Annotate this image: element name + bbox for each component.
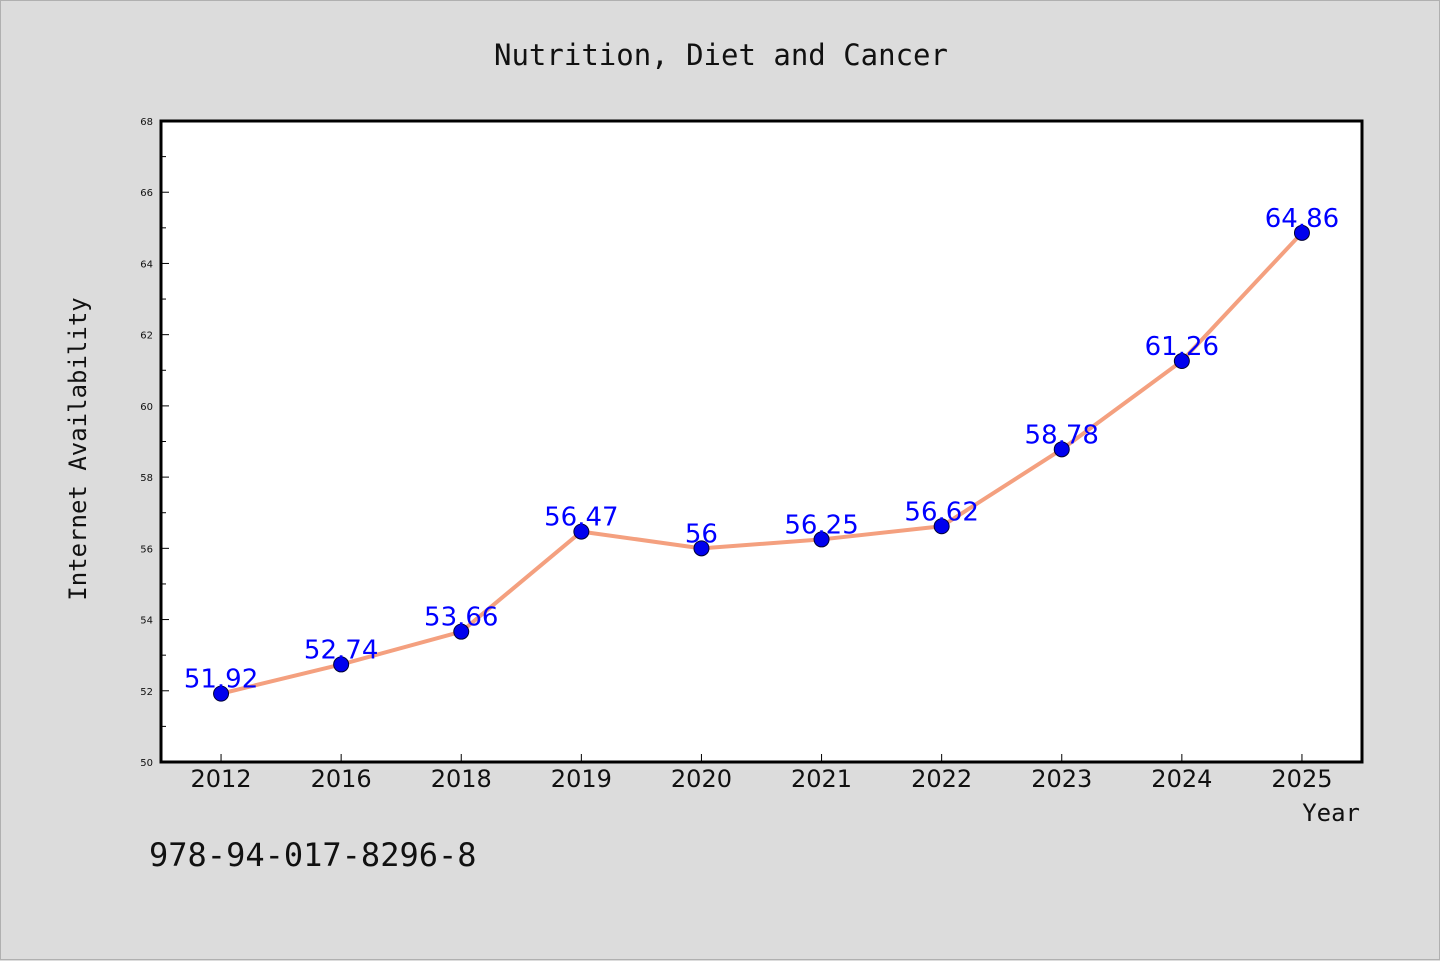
data-point-marker	[333, 656, 350, 673]
series-line-group	[213, 224, 1310, 702]
x-axis: 2012 2016 2018 2019 2020 2021 2022 2023 2024 2025	[191, 754, 1332, 793]
x-axis-label: Year	[1302, 799, 1360, 827]
y-tick-label: 68	[140, 117, 153, 128]
data-point-marker	[1293, 224, 1310, 241]
data-point-marker	[1173, 353, 1190, 370]
data-point-marker	[1053, 441, 1070, 458]
y-tick-label: 62	[140, 331, 153, 342]
isbn-annotation: 978-94-017-8296-8	[149, 836, 477, 874]
data-point-marker	[573, 523, 590, 540]
x-tick-label: 2023	[1031, 765, 1092, 793]
data-point-marker	[693, 540, 710, 557]
x-tick-label: 2016	[311, 765, 372, 793]
chart-title: Nutrition, Diet and Cancer	[494, 38, 948, 72]
y-tick-label: 54	[140, 616, 153, 627]
data-point-label: 56.62	[904, 497, 978, 527]
x-tick-label: 2019	[551, 765, 612, 793]
data-point-label: 53.66	[424, 603, 498, 633]
y-tick-label: 56	[140, 544, 153, 555]
x-tick-label: 2021	[791, 765, 852, 793]
data-point-marker	[453, 623, 470, 640]
x-tick-label: 2022	[911, 765, 972, 793]
y-tick-label: 64	[140, 259, 153, 270]
plot-area	[161, 121, 1362, 762]
data-point-marker	[813, 531, 830, 548]
x-tick-label: 2012	[191, 765, 252, 793]
data-point-label: 52.74	[304, 635, 378, 665]
y-tick-label: 52	[140, 687, 153, 698]
y-axis-label: Internet Availability	[64, 297, 92, 600]
y-tick-label: 60	[140, 402, 153, 413]
x-tick-label: 2018	[431, 765, 492, 793]
y-tick-label: 66	[140, 188, 153, 199]
series-line	[219, 230, 1304, 696]
x-tick-label: 2020	[671, 765, 732, 793]
plot-border	[159, 119, 1364, 764]
data-labels-group: 51.92 52.74 53.66 56.47 56 56.25 56.62 58.78 61.…	[184, 204, 1339, 695]
data-point-marker	[933, 518, 950, 535]
data-point-label: 61.26	[1145, 332, 1219, 362]
x-tick-label: 2025	[1271, 765, 1332, 793]
data-point-label: 56.47	[544, 503, 618, 533]
data-point-label: 56.25	[784, 510, 858, 540]
data-point-label: 56	[685, 519, 718, 549]
y-tick-label: 58	[140, 473, 153, 484]
data-point-label: 64.86	[1265, 204, 1339, 234]
data-point-marker	[213, 685, 230, 702]
data-point-label: 58.78	[1025, 420, 1099, 450]
data-point-label: 51.92	[184, 665, 258, 695]
y-tick-label: 50	[140, 758, 153, 769]
x-tick-label: 2024	[1151, 765, 1212, 793]
